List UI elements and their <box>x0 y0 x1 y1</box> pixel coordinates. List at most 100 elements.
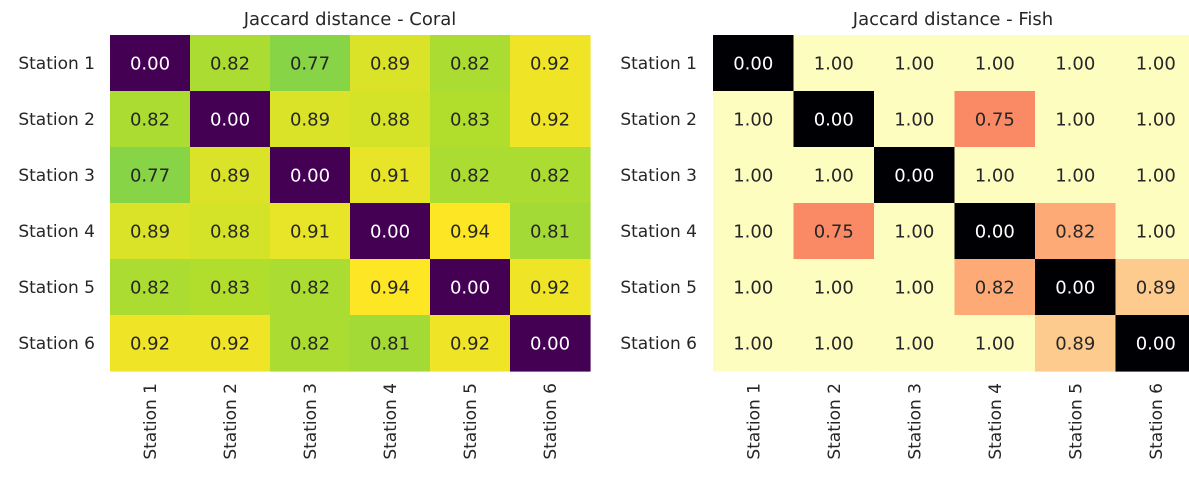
heatmap-cell-r1-c2 <box>190 35 271 92</box>
cell-value-label: 1.00 <box>733 334 773 355</box>
y-tick-label: Station 1 <box>620 54 697 74</box>
y-tick-label: Station 3 <box>620 166 697 186</box>
cell-value-label: 0.82 <box>1055 222 1095 243</box>
heatmap-cell-r5-c5 <box>430 259 511 316</box>
cell-value-label: 1.00 <box>894 222 934 243</box>
y-tick-label: Station 4 <box>620 222 697 242</box>
heatmap-cell-r6-c4 <box>350 315 431 372</box>
heatmap-cell-r4-c5 <box>430 203 511 260</box>
heatmap-cell-r5-c2 <box>793 259 875 316</box>
heatmap-cell-r4-c4 <box>954 203 1036 260</box>
heatmap-cell-r1-c1 <box>110 35 191 92</box>
heatmap-cell-r4-c5 <box>1035 203 1117 260</box>
heatmap-cell-r5-c4 <box>954 259 1036 316</box>
cell-value-label: 1.00 <box>894 110 934 131</box>
heatmap-cell-r5-c3 <box>874 259 956 316</box>
cell-value-label: 0.91 <box>290 222 330 243</box>
heatmap-cell-r5-c1 <box>110 259 191 316</box>
cell-value-label: 0.89 <box>370 54 410 75</box>
cell-value-label: 0.81 <box>370 334 410 355</box>
heatmap-cell-r1-c4 <box>954 35 1036 92</box>
heatmap-cell-r1-c4 <box>350 35 431 92</box>
y-tick-label: Station 4 <box>18 222 95 242</box>
heatmap-cell-r3-c4 <box>954 147 1036 204</box>
fish-heatmap: Jaccard distance - Fish 0.00 1.00 1.00 1.00… <box>620 9 1189 460</box>
heatmap-cell-r6-c5 <box>430 315 511 372</box>
cell-value-label: 0.75 <box>814 222 854 243</box>
cell-value-label: 0.94 <box>450 222 490 243</box>
chart-title: Jaccard distance - Coral <box>243 9 457 30</box>
cell-value-label: 1.00 <box>733 278 773 299</box>
heatmap-cell-r3-c4 <box>350 147 431 204</box>
heatmap-cell-r3-c1 <box>713 147 795 204</box>
cell-value-label: 0.82 <box>290 278 330 299</box>
heatmap-cell-r6-c3 <box>270 315 351 372</box>
heatmap-cell-r5-c1 <box>713 259 795 316</box>
heatmap-cell-r6-c2 <box>190 315 271 372</box>
cell-value-label: 0.92 <box>450 334 490 355</box>
cell-value-label: 0.88 <box>210 222 250 243</box>
heatmap-cells: 0.00 0.82 0.77 0.89 0.82 0.92 0.82 0.00 0.89 0.88… <box>110 35 591 372</box>
cell-value-label: 0.77 <box>290 54 330 75</box>
heatmap-cell-r4-c6 <box>1115 203 1189 260</box>
x-tick-label: Station 5 <box>1066 383 1086 460</box>
x-tick-label: Station 2 <box>221 383 241 460</box>
cell-value-label: 0.75 <box>975 110 1015 131</box>
cell-value-label: 0.92 <box>530 110 570 131</box>
heatmap-cell-r4-c2 <box>190 203 271 260</box>
heatmap-cell-r3-c3 <box>270 147 351 204</box>
cell-value-label: 1.00 <box>733 166 773 187</box>
cell-value-label: 1.00 <box>814 278 854 299</box>
cell-value-label: 1.00 <box>733 222 773 243</box>
cell-value-label: 0.00 <box>290 166 330 187</box>
cell-value-label: 0.00 <box>130 54 170 75</box>
heatmap-cell-r4-c3 <box>270 203 351 260</box>
heatmap-cell-r3-c6 <box>510 147 591 204</box>
cell-value-label: 0.77 <box>130 166 170 187</box>
cell-value-label: 0.00 <box>1055 278 1095 299</box>
cell-value-label: 0.92 <box>130 334 170 355</box>
cell-value-label: 0.00 <box>530 334 570 355</box>
cell-value-label: 0.82 <box>210 54 250 75</box>
cell-value-label: 1.00 <box>975 54 1015 75</box>
cell-value-label: 0.00 <box>894 166 934 187</box>
cell-value-label: 1.00 <box>733 110 773 131</box>
cell-value-label: 0.82 <box>450 166 490 187</box>
heatmap-cell-r1-c1 <box>713 35 795 92</box>
cell-value-label: 0.00 <box>370 222 410 243</box>
cell-value-label: 1.00 <box>894 278 934 299</box>
heatmap-cell-r1-c3 <box>270 35 351 92</box>
cell-value-label: 0.82 <box>130 110 170 131</box>
heatmap-cell-r2-c4 <box>350 91 431 148</box>
x-tick-label: Station 6 <box>541 383 561 460</box>
heatmap-cell-r5-c6 <box>1115 259 1189 316</box>
heatmap-cell-r3-c2 <box>793 147 875 204</box>
chart-title: Jaccard distance - Fish <box>852 9 1053 30</box>
heatmap-cell-r5-c6 <box>510 259 591 316</box>
cell-value-label: 0.81 <box>530 222 570 243</box>
heatmap-cell-r5-c4 <box>350 259 431 316</box>
cell-value-label: 0.00 <box>975 222 1015 243</box>
cell-value-label: 0.82 <box>530 166 570 187</box>
cell-value-label: 1.00 <box>814 166 854 187</box>
heatmap-cell-r1-c5 <box>430 35 511 92</box>
heatmap-cell-r1-c6 <box>510 35 591 92</box>
heatmap-cell-r2-c1 <box>110 91 191 148</box>
cell-value-label: 0.82 <box>130 278 170 299</box>
cell-value-label: 0.00 <box>814 110 854 131</box>
y-tick-label: Station 2 <box>620 110 697 130</box>
heatmap-cell-r4-c6 <box>510 203 591 260</box>
heatmap-cell-r6-c5 <box>1035 315 1117 372</box>
cell-value-label: 0.92 <box>530 54 570 75</box>
y-tick-label: Station 2 <box>18 110 95 130</box>
cell-value-label: 1.00 <box>1055 166 1095 187</box>
cell-value-label: 0.91 <box>370 166 410 187</box>
y-tick-label: Station 5 <box>620 278 697 298</box>
heatmap-cell-r2-c2 <box>190 91 271 148</box>
coral-heatmap-panel: Jaccard distance - Coral 0.00 0.82 0.77 0.8… <box>18 9 591 460</box>
cell-value-label: 0.89 <box>290 110 330 131</box>
cell-value-label: 0.92 <box>210 334 250 355</box>
heatmap-cell-r2-c4 <box>954 91 1036 148</box>
heatmap-cell-r2-c1 <box>713 91 795 148</box>
cell-value-label: 0.88 <box>370 110 410 131</box>
